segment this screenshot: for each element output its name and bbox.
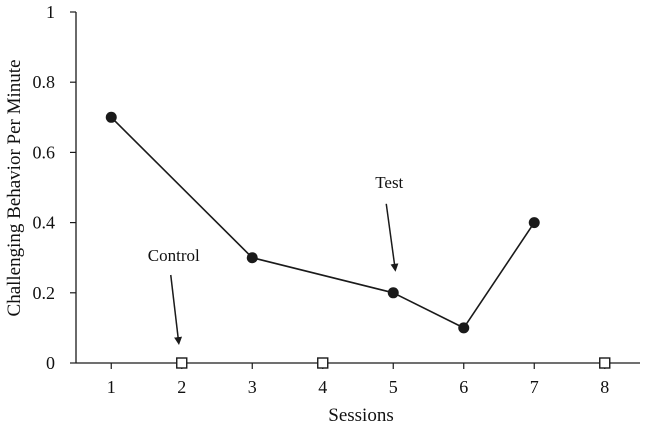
data-markers — [105, 111, 611, 369]
series-line-test — [110, 116, 535, 329]
annotation-arrow-test — [385, 203, 399, 272]
y-tick-label: 0 — [46, 353, 55, 373]
data-point-circle — [105, 111, 117, 123]
x-tick-label: 4 — [318, 377, 327, 397]
x-tick-label: 1 — [107, 377, 116, 397]
x-tick-label: 3 — [248, 377, 257, 397]
x-tick-label: 8 — [600, 377, 609, 397]
series-lines — [110, 116, 535, 329]
x-tick-label: 7 — [530, 377, 539, 397]
data-point-square — [176, 357, 188, 369]
x-tick-label: 6 — [459, 377, 468, 397]
annotation-arrow-control — [170, 274, 183, 345]
y-tick-label: 0.2 — [33, 283, 56, 303]
annotation-label-control: Control — [148, 246, 200, 265]
y-axis-title: Challenging Behavior Per Minute — [4, 60, 25, 317]
y-tick-label: 1 — [46, 2, 55, 22]
annotation-label-test: Test — [375, 173, 403, 192]
data-point-circle — [246, 252, 258, 264]
annotations: Control Test — [148, 173, 404, 345]
y-tick-label: 0.4 — [33, 213, 56, 233]
data-point-circle — [387, 287, 399, 299]
y-tick-label: 0.8 — [33, 72, 56, 92]
x-tick-label: 5 — [389, 377, 398, 397]
y-tick-label: 0.6 — [33, 142, 56, 162]
axes — [70, 11, 640, 369]
tick-labels: 0 0.2 0.4 0.6 0.8 1 1 2 3 4 5 6 7 8 — [33, 2, 610, 397]
data-point-circle — [458, 322, 470, 334]
x-axis-title: Sessions — [328, 405, 393, 426]
data-point-square — [599, 357, 611, 369]
x-tick-label: 2 — [177, 377, 186, 397]
data-point-circle — [528, 217, 540, 229]
data-point-square — [317, 357, 329, 369]
